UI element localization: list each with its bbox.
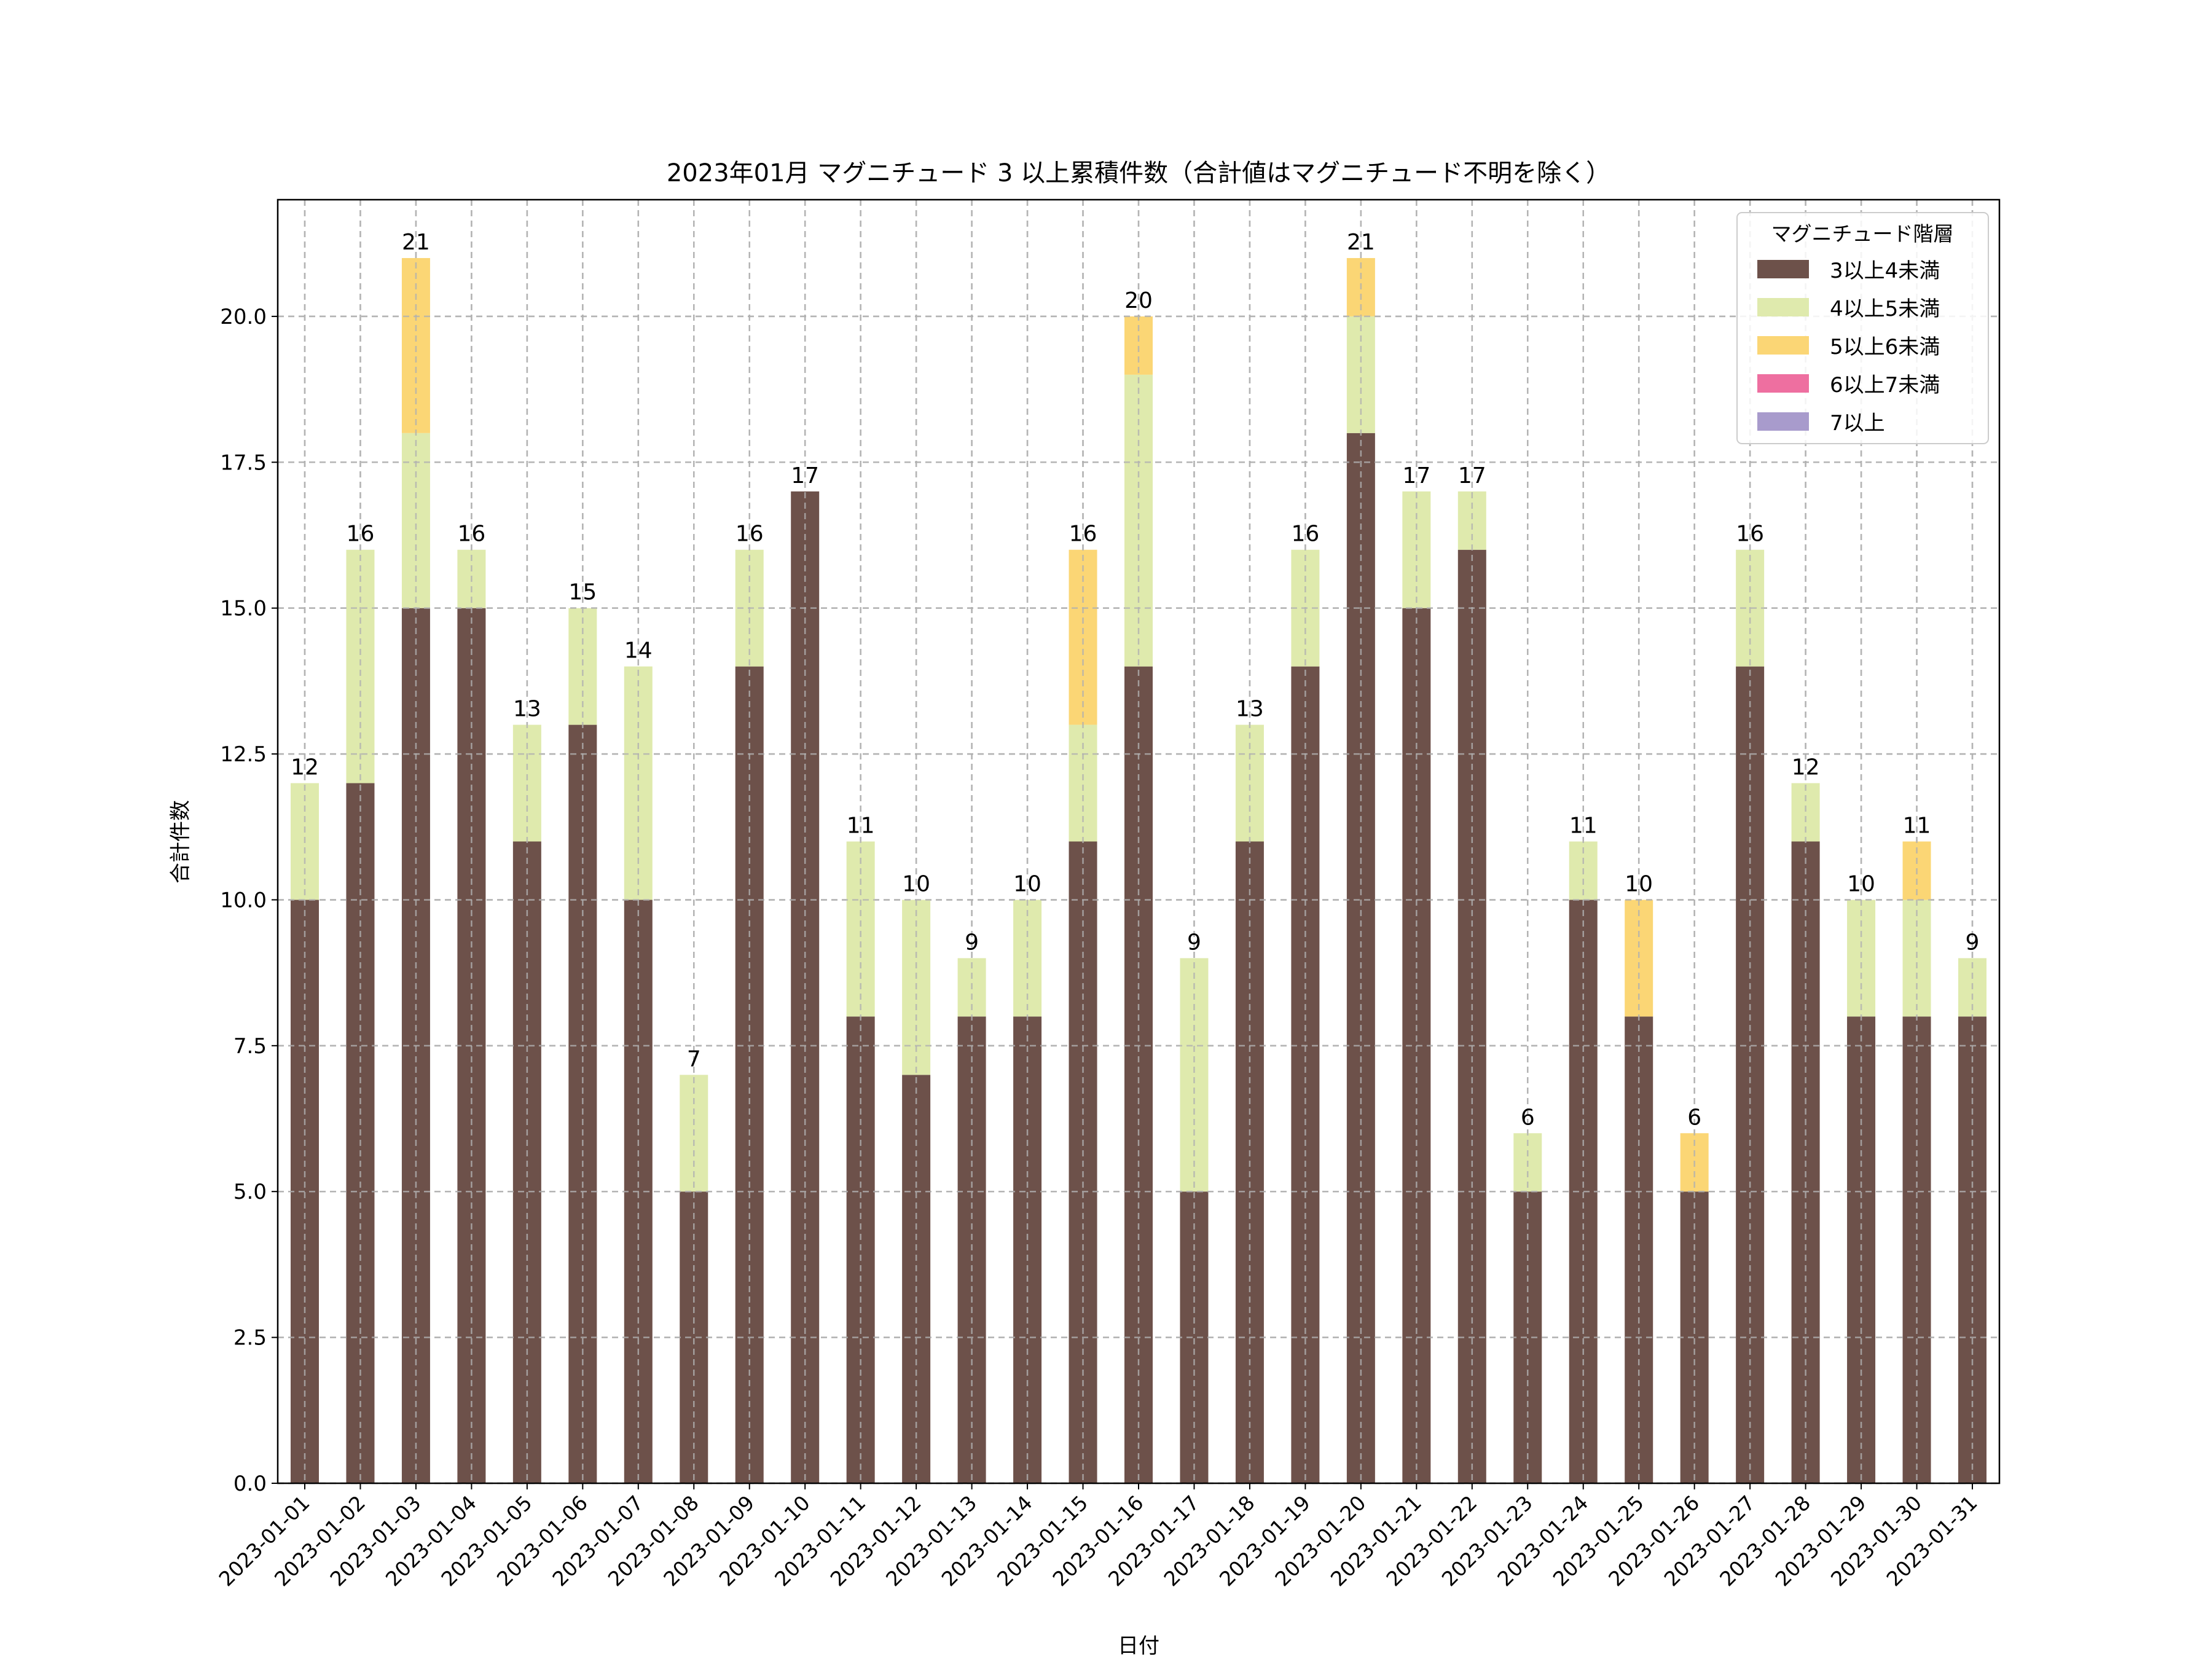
bar-segment xyxy=(1736,666,1765,1483)
y-tick-label: 10.0 xyxy=(220,888,267,912)
bar-total-label: 13 xyxy=(513,697,541,722)
bar-total-label: 16 xyxy=(1736,522,1764,547)
bar-total-label: 17 xyxy=(791,463,819,488)
bar-total-label: 16 xyxy=(1291,522,1319,547)
legend-swatch xyxy=(1757,374,1809,393)
bar-total-label: 14 xyxy=(624,638,653,664)
legend-label: 3以上4未満 xyxy=(1830,259,1940,283)
bar-total-label: 13 xyxy=(1236,697,1264,722)
chart-title: 2023年01月 マグニチュード 3 以上累積件数（合計値はマグニチュード不明を… xyxy=(667,159,1610,187)
legend-label: 4以上5未満 xyxy=(1830,297,1940,321)
legend-label: 5以上6未満 xyxy=(1830,335,1940,359)
legend: マグニチュード階層 3以上4未満 4以上5未満 5以上6未満 6以上7未満 7以上 xyxy=(1736,212,1989,444)
y-axis-label: 合計件数 xyxy=(168,800,193,884)
y-tick-label: 7.5 xyxy=(233,1034,267,1059)
bar-total-label: 12 xyxy=(291,755,319,780)
bar-total-label: 21 xyxy=(402,230,430,255)
bar-total-label: 9 xyxy=(1966,930,1980,955)
bar-total-label: 6 xyxy=(1687,1105,1701,1130)
bar-segment xyxy=(568,608,597,725)
bar-segment xyxy=(512,724,541,842)
legend-label: 6以上7未満 xyxy=(1830,373,1940,398)
bar-total-label: 16 xyxy=(735,522,764,547)
bar-total-label: 15 xyxy=(568,580,597,605)
grid-overlay xyxy=(278,200,1999,1484)
bar-segment xyxy=(1457,491,1486,550)
y-tick-label: 12.5 xyxy=(220,742,267,767)
bar-total-label: 10 xyxy=(1013,871,1041,896)
bar-total-label: 20 xyxy=(1124,288,1153,313)
legend-swatch xyxy=(1757,298,1809,316)
bar-segment xyxy=(1235,724,1264,842)
x-axis-label: 日付 xyxy=(1118,1634,1159,1658)
bar-total-label: 11 xyxy=(1569,814,1598,839)
bar-total-label: 12 xyxy=(1792,755,1820,780)
legend-box xyxy=(1736,212,1989,444)
bar-total-label: 10 xyxy=(1847,871,1875,896)
bar-total-label: 10 xyxy=(902,871,930,896)
bar-total-label: 17 xyxy=(1402,463,1430,488)
y-tick-label: 2.5 xyxy=(233,1326,267,1351)
legend-label: 7以上 xyxy=(1830,411,1885,436)
y-tick-label: 15.0 xyxy=(220,597,267,621)
bar-segment xyxy=(1291,666,1320,1483)
bar-total-label: 11 xyxy=(847,814,875,839)
bar-total-label: 16 xyxy=(457,522,485,547)
bar-total-label: 16 xyxy=(347,522,375,547)
bar-total-label: 10 xyxy=(1625,871,1653,896)
bar-segment xyxy=(1124,666,1153,1483)
legend-swatch xyxy=(1757,260,1809,278)
y-tick-label: 20.0 xyxy=(220,305,267,329)
legend-swatch xyxy=(1757,336,1809,355)
bar-segment xyxy=(846,841,875,1017)
bar-segment xyxy=(1791,783,1820,842)
bar-segment xyxy=(1346,316,1375,433)
bar-segment xyxy=(1069,724,1097,842)
y-axis: 0.0 2.5 5.0 7.5 10.0 12.5 15.0 17.5 20.0 xyxy=(220,305,278,1496)
x-axis: 2023-01-012023-01-022023-01-032023-01-04… xyxy=(214,1483,1982,1591)
bar-segment xyxy=(735,666,764,1483)
legend-title: マグニチュード階層 xyxy=(1771,222,1954,246)
bar-total-label: 9 xyxy=(1187,930,1201,955)
bar-total-label: 17 xyxy=(1458,463,1486,488)
y-tick-label: 5.0 xyxy=(233,1180,267,1204)
bar-total-label: 11 xyxy=(1903,814,1931,839)
legend-swatch xyxy=(1757,412,1809,431)
y-tick-label: 0.0 xyxy=(233,1472,267,1496)
bar-total-label: 21 xyxy=(1347,230,1375,255)
bar-total-label: 6 xyxy=(1521,1105,1535,1130)
bar-total-labels: 12 16 21 16 13 15 14 7 16 17 11 10 9 10 16 20 9 13 16 21 17 1… xyxy=(291,230,1979,1130)
y-tick-label: 17.5 xyxy=(220,450,267,475)
bar-total-label: 7 xyxy=(687,1046,701,1072)
bar-segment xyxy=(1180,958,1209,1192)
bar-total-label: 9 xyxy=(965,930,979,955)
bar-total-label: 16 xyxy=(1069,522,1097,547)
